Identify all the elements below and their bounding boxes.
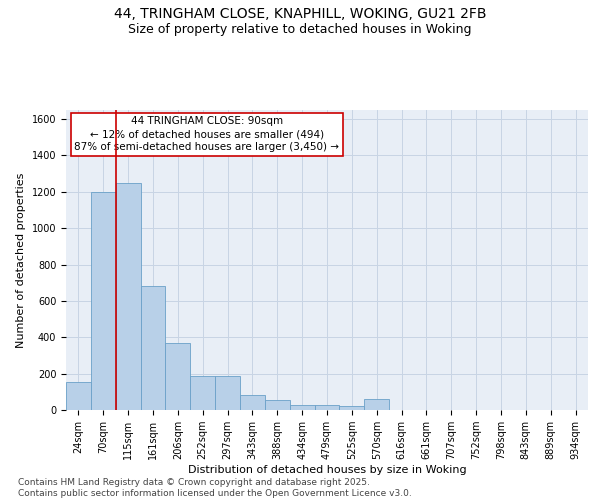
Text: Size of property relative to detached houses in Woking: Size of property relative to detached ho… (128, 22, 472, 36)
Text: 44, TRINGHAM CLOSE, KNAPHILL, WOKING, GU21 2FB: 44, TRINGHAM CLOSE, KNAPHILL, WOKING, GU… (114, 8, 486, 22)
Bar (215, 376, 240, 410)
Bar (66, 382, 91, 410)
Bar (166, 342, 190, 410)
Bar (265, 400, 290, 410)
Text: Contains HM Land Registry data © Crown copyright and database right 2025.
Contai: Contains HM Land Registry data © Crown c… (18, 478, 412, 498)
Bar (290, 404, 314, 410)
Y-axis label: Number of detached properties: Number of detached properties (16, 172, 26, 348)
Bar (364, 399, 389, 410)
Bar (340, 406, 364, 410)
Bar (91, 192, 116, 410)
Bar (190, 376, 215, 410)
Bar (314, 406, 340, 410)
Bar (140, 286, 166, 410)
Bar (116, 182, 140, 410)
Text: 44 TRINGHAM CLOSE: 90sqm
← 12% of detached houses are smaller (494)
87% of semi-: 44 TRINGHAM CLOSE: 90sqm ← 12% of detach… (74, 116, 340, 152)
X-axis label: Distribution of detached houses by size in Woking: Distribution of detached houses by size … (188, 465, 466, 475)
Bar (240, 396, 265, 410)
